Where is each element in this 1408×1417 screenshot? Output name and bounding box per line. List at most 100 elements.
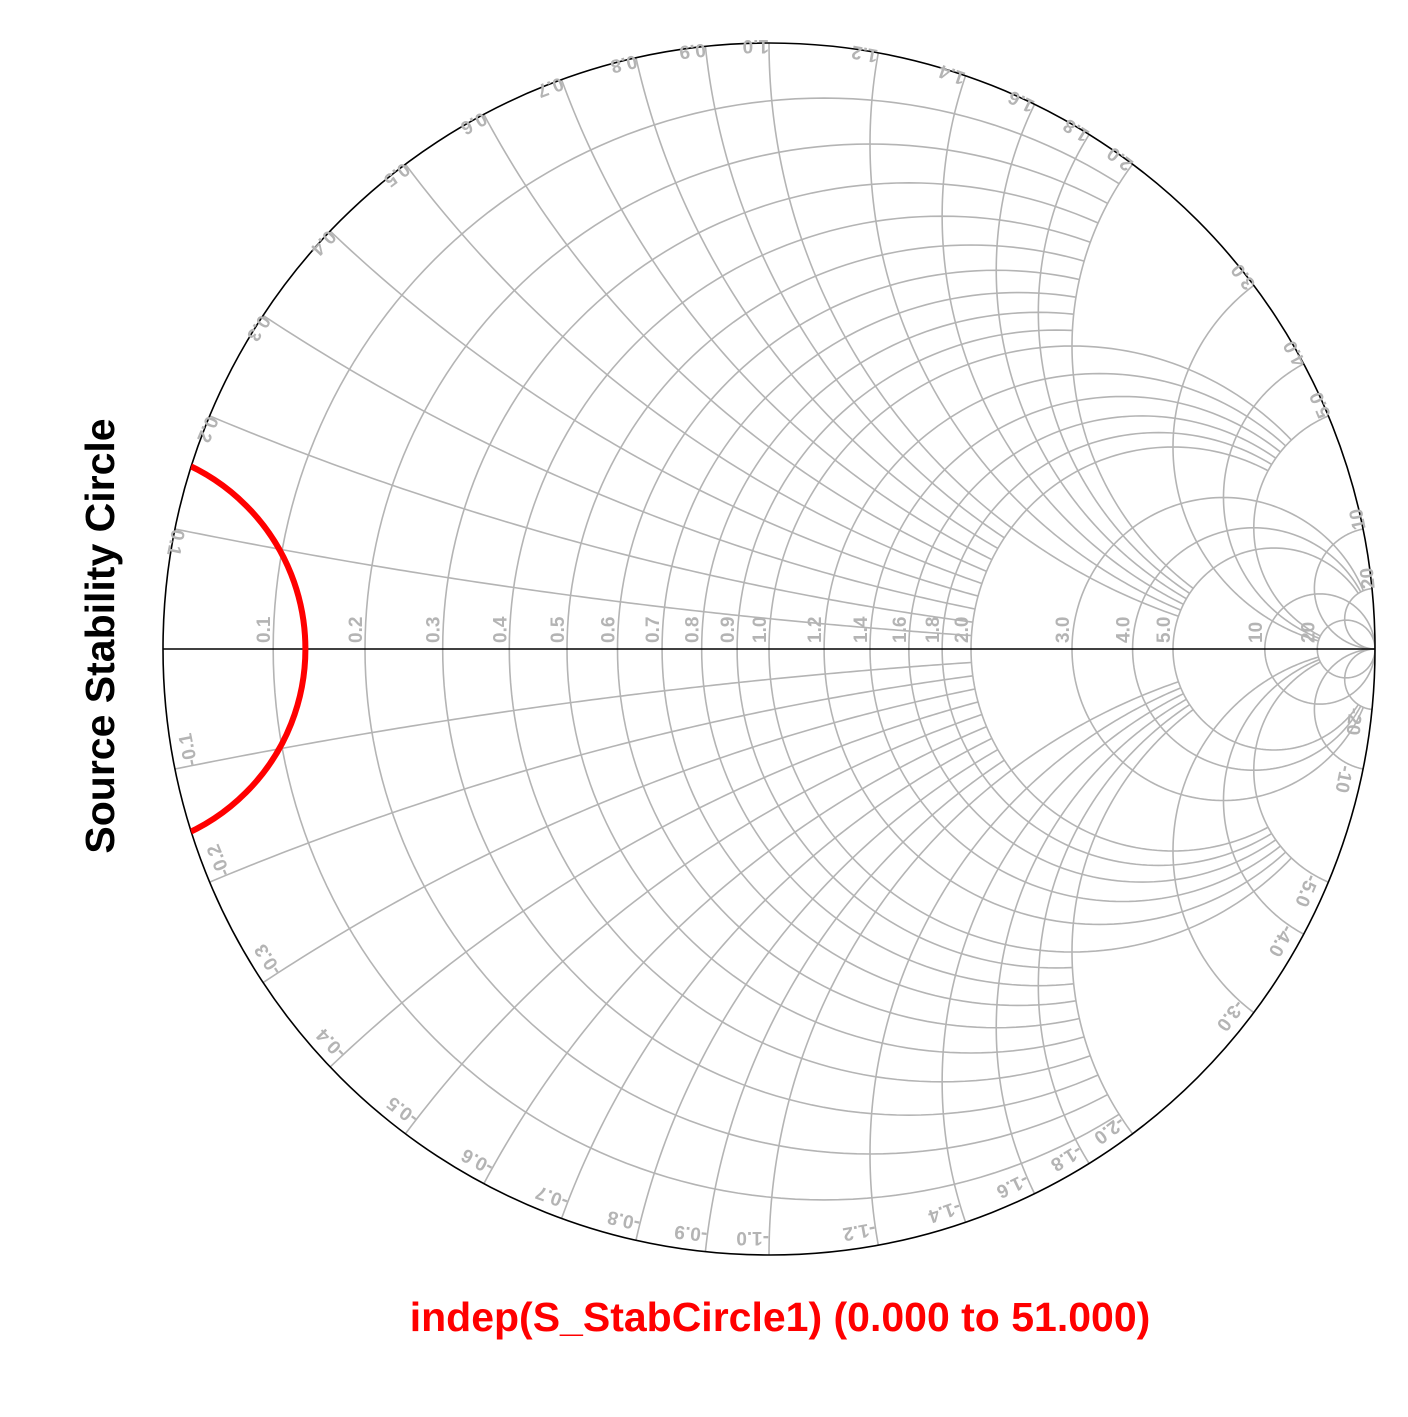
reactance-arc-negative [941, 692, 1184, 1223]
reactance-arc-positive [1313, 528, 1375, 650]
reactance-tick-label-negative: -10 [1330, 763, 1356, 794]
resistance-tick-label: 0.4 [490, 616, 511, 643]
resistance-tick-label: 0.7 [643, 617, 664, 643]
reactance-arc-positive [995, 103, 1187, 600]
reactance-arc-negative [995, 698, 1187, 1195]
reactance-tick-label-negative: -0.9 [673, 1221, 708, 1245]
resistance-tick-label: 1.4 [851, 616, 872, 643]
reactance-arc-positive [768, 43, 1179, 617]
reactance-tick-label-negative: -1.0 [736, 1227, 769, 1248]
reactance-arc-positive [869, 52, 1182, 611]
reactance-tick-label-negative: -3.0 [1212, 996, 1248, 1035]
reactance-arc-negative [404, 713, 983, 1135]
reactance-tick-label-negative: -0.5 [383, 1092, 422, 1129]
reactance-arc-negative [560, 737, 993, 1219]
reactance-arc-positive [1172, 284, 1319, 642]
resistance-tick-label: 0.6 [599, 617, 620, 643]
reactance-tick-label-positive: 10 [1346, 507, 1371, 532]
resistance-tick-label: 1.6 [890, 617, 911, 643]
reactance-arc-positive [1343, 587, 1375, 650]
resistance-tick-label: 5.0 [1154, 617, 1175, 643]
reactance-tick-label-negative: -1.4 [925, 1196, 963, 1227]
unit-circle-outline [162, 42, 1376, 1256]
reactance-arc-negative [1313, 648, 1375, 770]
reactance-tick-label-positive: 1.0 [743, 35, 769, 56]
tick-labels: 0.1 0.2 0.3 0.4 0.5 0.6 0.7 0.8 0.9 1.0 1.2 1.4 1.6 1… [162, 35, 1380, 1248]
reactance-arc-negative [869, 687, 1182, 1246]
reactance-arc-positive [635, 57, 999, 550]
reactance-arc-negative [1343, 648, 1375, 711]
resistance-tick-label: 1.2 [805, 617, 826, 643]
reactance-tick-label-positive: 1.8 [1060, 114, 1094, 146]
resistance-tick-label: 2.0 [952, 617, 973, 643]
x-axis-label: indep(S_StabCircle1) (0.000 to 51.000) [410, 1294, 1151, 1340]
reactance-tick-label-positive: 0.3 [242, 311, 274, 345]
resistance-tick-label: 0.2 [346, 617, 367, 643]
reactance-tick-label-negative: -0.2 [203, 841, 235, 879]
reactance-arc-positive [704, 46, 1005, 539]
reactance-tick-label-positive: 0.7 [534, 72, 566, 101]
reactance-tick-label-positive: 0.1 [162, 527, 188, 557]
reactance-tick-label-positive: 5.0 [1306, 389, 1336, 421]
reactance-tick-label-negative: -0.4 [312, 1024, 350, 1063]
reactance-tick-label-negative: -0.7 [533, 1181, 571, 1212]
reactance-arc-positive [1252, 415, 1329, 637]
reactance-arc-negative [1222, 658, 1320, 935]
reactance-arc-negative [174, 661, 972, 770]
resistance-tick-label: 10 [1246, 622, 1267, 643]
reactance-tick-label-negative: -20 [1342, 707, 1366, 736]
resistance-tick-label: 4.0 [1114, 617, 1135, 643]
reactance-arc-negative [329, 701, 979, 1068]
reactance-tick-label-positive: 4.0 [1280, 337, 1311, 370]
reactance-arc-negative [768, 681, 1179, 1255]
reactance-tick-label-negative: -0.1 [175, 731, 202, 768]
resistance-tick-label: 0.9 [718, 617, 739, 643]
reactance-tick-label-positive: 0.4 [306, 226, 340, 260]
resistance-tick-label: 0.1 [254, 616, 275, 643]
reactance-arc-negative [704, 759, 1005, 1252]
resistance-tick-label: 20 [1298, 622, 1319, 643]
y-axis-label: Source Stability Circle [77, 418, 123, 853]
reactance-tick-label-positive: 1.6 [1005, 86, 1038, 116]
reactance-arc-negative [1037, 703, 1191, 1164]
reactance-tick-label-positive: 1.4 [936, 60, 968, 89]
series-layer [163, 442, 309, 856]
resistance-tick-label: 3.0 [1053, 617, 1074, 643]
reactance-arc-positive [404, 163, 983, 585]
resistance-tick-label: 0.5 [548, 616, 569, 643]
resistance-tick-label: 0.8 [683, 617, 704, 643]
reactance-tick-label-positive: 0.6 [457, 107, 490, 138]
reactance-arc-positive [209, 415, 973, 623]
reactance-tick-label-negative: -1.6 [993, 1169, 1032, 1202]
reactance-arc-positive [329, 230, 979, 597]
reactance-arc-positive [262, 314, 976, 610]
reactance-arc-negative [635, 748, 999, 1241]
reactance-tick-label-positive: 0.8 [609, 50, 639, 76]
reactance-arc-negative [209, 675, 973, 883]
reactance-tick-label-positive: 0.2 [192, 413, 222, 445]
reactance-tick-label-negative: -5.0 [1290, 871, 1322, 909]
reactance-arc-positive [174, 528, 972, 637]
reactance-tick-label-negative: -0.8 [606, 1206, 643, 1234]
reactance-tick-label-negative: -1.2 [841, 1218, 877, 1245]
resistance-tick-label: 0.3 [424, 617, 445, 643]
reactance-tick-label-positive: 1.2 [850, 41, 880, 66]
reactance-arc-negative [1252, 661, 1329, 883]
reactance-arc-positive [1037, 134, 1191, 595]
reactance-arc-positive [483, 113, 987, 573]
reactance-arc-negative [1071, 708, 1194, 1135]
reactance-arc-negative [1172, 656, 1319, 1014]
reactance-arc-positive [560, 79, 993, 561]
reactance-tick-label-positive: 0.9 [678, 39, 706, 63]
reactance-arc-positive [1071, 163, 1194, 590]
reactance-arc-positive [1222, 363, 1320, 640]
reactance-arc-negative [483, 725, 987, 1185]
reactance-tick-label-negative: -2.0 [1090, 1112, 1129, 1148]
resistance-tick-label: 1.8 [923, 617, 944, 643]
reactance-arc-negative [262, 688, 976, 984]
stability-circle [163, 442, 309, 856]
reactance-tick-label-positive: 20 [1357, 567, 1380, 590]
reactance-arc-positive [941, 75, 1184, 606]
resistance-tick-label: 1.0 [750, 617, 771, 643]
